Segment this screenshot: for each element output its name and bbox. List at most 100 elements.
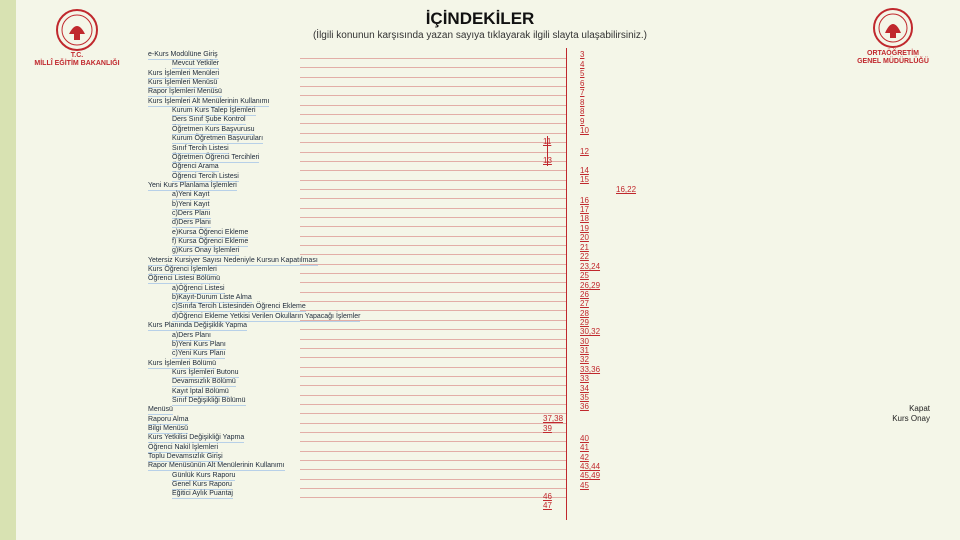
page-link[interactable]: 9 — [580, 117, 585, 126]
leader-line — [300, 291, 566, 293]
page-link[interactable]: 3 — [580, 50, 585, 59]
toc-entry: Öğrenci Nakil İşlemleri — [148, 443, 219, 453]
leader-line — [300, 469, 566, 471]
page-link[interactable]: 21 — [580, 243, 589, 252]
toc-entry: Rapor Menüsünün Alt Menülerinin Kullanım… — [148, 462, 285, 472]
page-link[interactable]: 35 — [580, 393, 589, 402]
page-link[interactable]: 36 — [580, 402, 589, 411]
leader-line — [300, 245, 566, 246]
page-link[interactable]: 5 — [580, 69, 585, 78]
page-link-middle[interactable]: 13 — [543, 156, 552, 165]
page-link[interactable]: 26 — [580, 290, 589, 299]
leader-line — [300, 385, 566, 387]
toc-entry: Yetersiz Kursiyer Sayısı Nedeniyle Kursu… — [148, 256, 318, 266]
toc-entry: a)Yeni Kayıt — [172, 191, 210, 201]
toc-entry: a)Öğrenci Listesi — [172, 284, 225, 294]
toc-entry: e-Kurs Modülüne Giriş — [148, 51, 218, 60]
page-link[interactable]: 25 — [580, 271, 589, 280]
leader-line — [300, 282, 566, 284]
leader-line — [300, 114, 566, 116]
leader-line — [300, 347, 566, 349]
toc-entry: Kurs İşlemleri Bölümü — [148, 359, 217, 369]
page-link[interactable]: 23,24 — [580, 262, 601, 271]
toc-entry: Eğitici Aylık Puantaj — [172, 490, 233, 500]
page-link-middle[interactable]: 47 — [543, 501, 552, 510]
leader-line — [300, 403, 566, 405]
leader-line — [300, 488, 566, 490]
page-link[interactable]: 16 — [580, 196, 589, 205]
left-accent-bar — [0, 0, 16, 540]
page-link[interactable]: 43,44 — [580, 462, 601, 471]
leader-line — [300, 338, 566, 340]
page-link[interactable]: 45 — [580, 481, 589, 490]
page-link[interactable]: 45,49 — [580, 471, 601, 480]
page-link-middle[interactable]: 46 — [543, 492, 552, 501]
toc-entry: c)Yeni Kurs Planı — [172, 350, 226, 360]
page-link[interactable]: 12 — [580, 147, 589, 156]
leader-line — [300, 310, 566, 312]
page-link[interactable]: 18 — [580, 214, 589, 223]
leader-line — [300, 375, 566, 377]
page-link[interactable]: 42 — [580, 453, 589, 462]
page-link[interactable]: 41 — [580, 443, 589, 452]
toc-entry: e)Kursa Öğrenci Ekleme — [172, 228, 249, 238]
toc-entry: Kayıt İptal Bölümü — [172, 387, 229, 397]
leader-line — [300, 329, 566, 331]
meb-logo-line2: MİLLÎ EĞİTİM BAKANLIĞI — [34, 60, 120, 67]
page-link[interactable]: 17 — [580, 205, 589, 214]
toc-entry: Rapor İşlemleri Menüsü — [148, 88, 222, 98]
page-link[interactable]: 28 — [580, 309, 589, 318]
leader-line — [300, 235, 566, 237]
middle-column-rule — [547, 136, 548, 166]
page-link[interactable]: 19 — [580, 224, 589, 233]
toc-entry: c)Ders Planı — [172, 209, 211, 219]
ogm-logo-line1: ORTAÖĞRETİM — [867, 50, 919, 57]
page-link[interactable]: 26,29 — [580, 281, 601, 290]
toc-entry: Kurum Öğretmen Başvuruları — [172, 135, 264, 145]
page-link[interactable]: 31 — [580, 346, 589, 355]
page-link[interactable]: 7 — [580, 88, 585, 97]
toc-entry: Kurs İşlemleri Menüsü — [148, 79, 218, 89]
ogm-logo: ORTAÖĞRETİM GENEL MÜDÜRLÜĞÜ — [838, 6, 948, 66]
page-link-middle[interactable]: 39 — [543, 424, 552, 433]
leader-line — [300, 104, 566, 106]
page-link[interactable]: 15 — [580, 175, 589, 184]
page-link[interactable]: 8 — [580, 107, 585, 116]
page-link[interactable]: 34 — [580, 384, 589, 393]
toc-entry: Kurs İşlemleri Butonu — [172, 368, 239, 378]
page-link[interactable]: 27 — [580, 299, 589, 308]
page-link-middle[interactable]: 37,38 — [543, 414, 564, 423]
side-note-line2: Kurs Onay — [892, 414, 930, 423]
page-subtitle: (İlgili konunun karşısında yazan sayıya … — [312, 30, 648, 41]
toc-entry: Genel Kurs Raporu — [172, 481, 232, 491]
page-link[interactable]: 30,32 — [580, 327, 601, 336]
toc-entry: Kurs Planında Değişiklik Yapma — [148, 322, 247, 332]
page-link[interactable]: 29 — [580, 318, 589, 327]
leader-line — [300, 441, 566, 443]
page-link[interactable]: 32 — [580, 355, 589, 364]
leader-line — [300, 263, 566, 265]
page-link-middle[interactable]: 11 — [543, 137, 552, 146]
page-link[interactable]: 22 — [580, 252, 589, 261]
page-link[interactable]: 20 — [580, 233, 589, 242]
toc-entry: Kurs İşlemleri Alt Menülerinin Kullanımı — [148, 97, 270, 107]
page-link[interactable]: 14 — [580, 166, 589, 175]
toc-entry: d)Öğrenci Ekleme Yetkisi Verilen Okullar… — [172, 312, 361, 322]
page-link[interactable]: 30 — [580, 337, 589, 346]
leader-line — [300, 497, 566, 499]
page-link[interactable]: 8 — [580, 98, 585, 107]
toc-entry: Toplu Devamsızlık Girişi — [148, 453, 223, 463]
page-link[interactable]: 6 — [580, 79, 585, 88]
toc-entry: Kurs Öğrenci İşlemleri — [148, 266, 217, 276]
toc-entry: g)Kurs Onay İşlemleri — [172, 247, 240, 257]
page-link[interactable]: 33 — [580, 374, 589, 383]
toc-entry: Öğretmen Kurs Başvurusu — [172, 125, 255, 135]
page-link[interactable]: 10 — [580, 126, 589, 135]
page-link[interactable]: 40 — [580, 434, 589, 443]
page-link[interactable]: 33,36 — [580, 365, 601, 374]
toc-entry: Günlük Kurs Raporu — [172, 471, 236, 481]
page-link-extra[interactable]: 16,22 — [616, 185, 637, 194]
leader-line — [300, 216, 566, 218]
toc-entry: Bilgi Menüsü — [148, 425, 189, 434]
page-link[interactable]: 4 — [580, 60, 585, 69]
